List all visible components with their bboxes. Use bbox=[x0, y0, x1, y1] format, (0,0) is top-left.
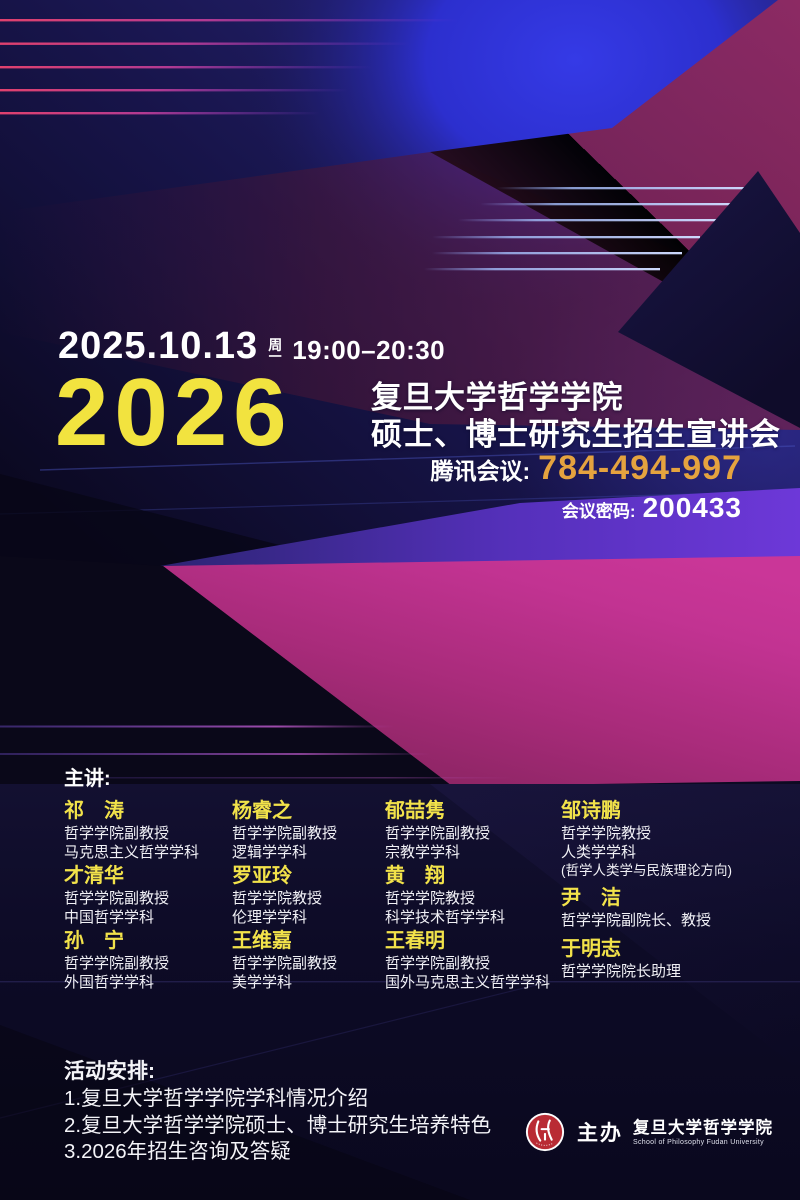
speakers-column-4: 邹诗鹏 哲学学院教授 人类学学科 (哲学人类学与民族理论方向) 尹 洁 哲学学院… bbox=[561, 798, 732, 987]
event-weekday: 周 一 bbox=[268, 337, 283, 364]
meeting-password-row: 会议密码: 200433 bbox=[562, 492, 742, 524]
meeting-info-row: 腾讯会议: 784-494-997 bbox=[431, 449, 743, 488]
title-line1: 复旦大学哲学学院 bbox=[371, 380, 623, 415]
speaker-direction: (哲学人类学与民族理论方向) bbox=[561, 863, 732, 878]
date-time-row: 2025.10.13 周 一 19:00–20:30 bbox=[58, 325, 445, 368]
agenda-item-3: 3.2026年招生咨询及答疑 bbox=[64, 1140, 291, 1163]
speaker-title: 哲学学院副院长、教授 bbox=[561, 912, 712, 929]
speaker-name: 王维嘉 bbox=[232, 930, 292, 952]
event-date: 2025.10.13 bbox=[58, 325, 259, 367]
speaker-title: 哲学学院教授 bbox=[561, 825, 652, 842]
speaker-title: 哲学学院副教授 bbox=[64, 890, 170, 907]
year-headline: 2026 bbox=[55, 359, 293, 466]
speaker-name: 于明志 bbox=[561, 938, 621, 960]
speakers-column-3: 郁喆隽 哲学学院副教授 宗教学学科 黄 翔 哲学学院教授 科学技术哲学学科 王春… bbox=[385, 798, 550, 993]
organizer-name-cn: 复旦大学哲学学院 bbox=[633, 1117, 773, 1137]
password-label: 会议密码: bbox=[561, 502, 636, 521]
speaker-title: 哲学学院副教授 bbox=[232, 955, 338, 972]
speaker-card: 郁喆隽 哲学学院副教授 宗教学学科 bbox=[385, 798, 550, 862]
speaker-title: 哲学学院院长助理 bbox=[561, 963, 682, 980]
speaker-card: 王春明 哲学学院副教授 国外马克思主义哲学学科 bbox=[385, 928, 550, 992]
weekday-bottom: 一 bbox=[268, 349, 282, 364]
organizer-label: 主办 bbox=[577, 1122, 623, 1145]
speaker-title: 哲学学院副教授 bbox=[385, 825, 491, 842]
speaker-name: 杨睿之 bbox=[232, 800, 292, 822]
speaker-title: 哲学学院副教授 bbox=[385, 955, 491, 972]
speaker-title: 哲学学院副教授 bbox=[64, 825, 170, 842]
speaker-card: 祁 涛 哲学学院副教授 马克思主义哲学学科 bbox=[64, 798, 199, 862]
speakers-column-2: 杨睿之 哲学学院副教授 逻辑学学科 罗亚玲 哲学学院教授 伦理学学科 王维嘉 哲… bbox=[232, 798, 337, 993]
speaker-name: 才清华 bbox=[64, 865, 124, 887]
speaker-name: 尹 洁 bbox=[561, 887, 621, 909]
meeting-id: 784-494-997 bbox=[538, 449, 742, 487]
speaker-discipline: 外国哲学学科 bbox=[64, 974, 155, 991]
speaker-discipline: 科学技术哲学学科 bbox=[385, 909, 506, 926]
agenda-item-2: 2.复旦大学哲学学院硕士、博士研究生培养特色 bbox=[64, 1113, 492, 1137]
speaker-discipline: 人类学学科 bbox=[561, 844, 637, 861]
speaker-title: 哲学学院副教授 bbox=[64, 955, 170, 972]
speaker-discipline: 逻辑学学科 bbox=[232, 844, 308, 861]
speakers-heading: 主讲: bbox=[64, 768, 111, 790]
speaker-name: 祁 涛 bbox=[64, 800, 124, 822]
speaker-card: 邹诗鹏 哲学学院教授 人类学学科 (哲学人类学与民族理论方向) bbox=[561, 798, 732, 879]
speakers-section: 主讲: 祁 涛 哲学学院副教授 马克思主义哲学学科 才清华 哲学学院副教授 中国… bbox=[64, 762, 770, 991]
speaker-card: 孙 宁 哲学学院副教授 外国哲学学科 bbox=[64, 928, 199, 992]
speaker-title: 哲学学院教授 bbox=[232, 890, 323, 907]
meeting-label: 腾讯会议: bbox=[430, 458, 531, 484]
speaker-discipline: 中国哲学学科 bbox=[64, 909, 155, 926]
organizer-name-en: School of Philosophy Fudan University bbox=[633, 1138, 764, 1146]
speaker-name: 黄 翔 bbox=[385, 865, 445, 887]
event-title: 复旦大学哲学学院 硕士、博士研究生招生宣讲会 bbox=[371, 379, 781, 453]
title-line2: 硕士、博士研究生招生宣讲会 bbox=[371, 417, 781, 452]
speaker-card: 黄 翔 哲学学院教授 科学技术哲学学科 bbox=[385, 863, 550, 927]
fudan-seal-icon bbox=[525, 1112, 565, 1152]
speaker-title: 哲学学院副教授 bbox=[232, 825, 338, 842]
speaker-discipline: 马克思主义哲学学科 bbox=[64, 844, 200, 861]
speaker-discipline: 国外马克思主义哲学学科 bbox=[385, 974, 551, 991]
speaker-discipline: 宗教学学科 bbox=[385, 844, 461, 861]
speaker-card: 尹 洁 哲学学院副院长、教授 bbox=[561, 885, 732, 930]
speakers-column-1: 祁 涛 哲学学院副教授 马克思主义哲学学科 才清华 哲学学院副教授 中国哲学学科… bbox=[64, 798, 199, 993]
speaker-name: 孙 宁 bbox=[64, 930, 124, 952]
organizer-names: 复旦大学哲学学院 School of Philosophy Fudan Univ… bbox=[633, 1117, 773, 1146]
speaker-title: 哲学学院教授 bbox=[385, 890, 476, 907]
speaker-discipline: 美学学科 bbox=[232, 974, 293, 991]
speaker-card: 才清华 哲学学院副教授 中国哲学学科 bbox=[64, 863, 199, 927]
password-value: 200433 bbox=[642, 492, 742, 523]
event-time: 19:00–20:30 bbox=[292, 335, 446, 365]
speaker-name: 郁喆隽 bbox=[385, 800, 445, 822]
weekday-top: 周 bbox=[268, 337, 283, 353]
agenda-heading: 活动安排: bbox=[64, 1060, 155, 1083]
speaker-card: 杨睿之 哲学学院副教授 逻辑学学科 bbox=[232, 798, 337, 862]
speaker-card: 王维嘉 哲学学院副教授 美学学科 bbox=[232, 928, 337, 992]
organizer-footer: 主办 复旦大学哲学学院 School of Philosophy Fudan U… bbox=[524, 1111, 773, 1153]
speaker-card: 于明志 哲学学院院长助理 bbox=[561, 936, 732, 981]
speaker-name: 邹诗鹏 bbox=[561, 800, 621, 822]
agenda-item-1: 1.复旦大学哲学学院学科情况介绍 bbox=[64, 1087, 369, 1110]
speaker-name: 罗亚玲 bbox=[232, 865, 292, 887]
agenda-section: 活动安排: 1.复旦大学哲学学院学科情况介绍 2.复旦大学哲学学院硕士、博士研究… bbox=[64, 1060, 491, 1164]
speaker-card: 罗亚玲 哲学学院教授 伦理学学科 bbox=[232, 863, 337, 927]
speaker-discipline: 伦理学学科 bbox=[232, 909, 308, 926]
speaker-name: 王春明 bbox=[385, 930, 445, 952]
